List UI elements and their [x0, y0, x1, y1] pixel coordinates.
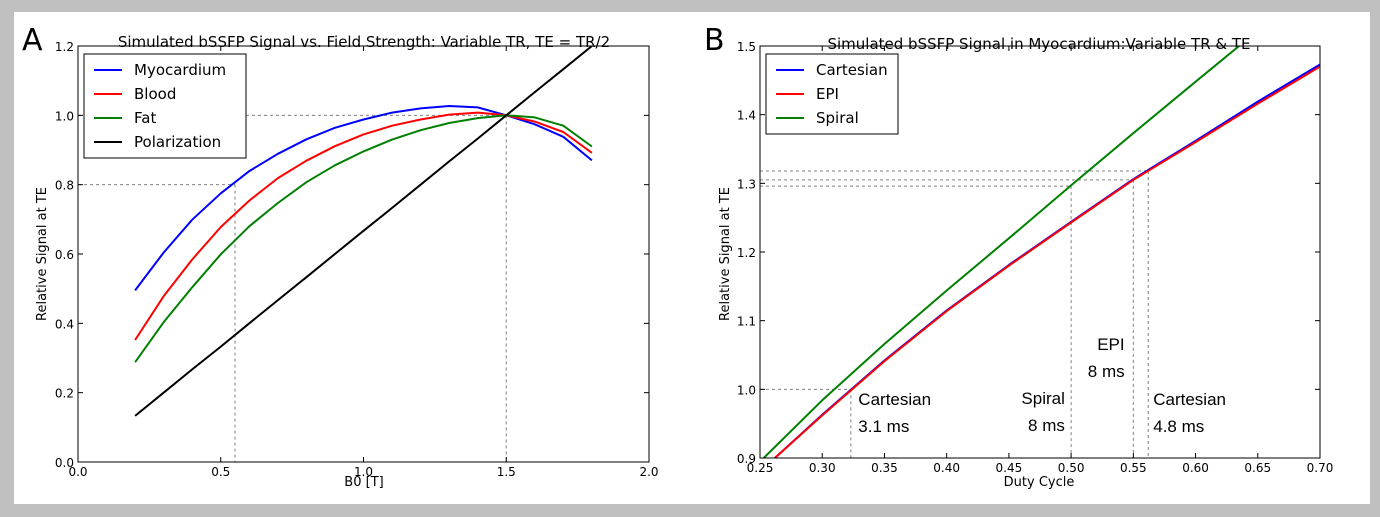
panel-b-ytick-label: 1.4 — [737, 109, 756, 123]
panel-a-legend-label-polarization: Polarization — [134, 133, 221, 151]
panel-a-ticks: 0.0 0.5 1.0 1.5 2.0 0.0 0.2 0.4 0.6 0.8 1.0 1.2 — [55, 40, 659, 479]
panel-b-xlabel: Duty Cycle — [1004, 475, 1075, 490]
panel-a-xlabel: B0 [T] — [344, 475, 383, 490]
panel-a-series-blood — [134, 111, 593, 341]
panel-b-xtick-label: 0.30 — [809, 461, 836, 475]
panel-a-ytick-label: 0.0 — [55, 456, 74, 470]
panel-b-title: Simulated bSSFP Signal in Myocardium:Var… — [827, 35, 1250, 53]
panel-a-ytick-label: 0.8 — [55, 179, 74, 193]
panel-b-xtick-label: 0.45 — [996, 461, 1023, 475]
panel-a-legend-label-myocardium: Myocardium — [134, 61, 226, 79]
panel-b-series — [762, 46, 1320, 458]
panel-b-xtick-label: 0.25 — [747, 461, 774, 475]
panel-a-series-fat — [134, 114, 593, 363]
panel-a-xtick-label: 0.0 — [68, 465, 87, 479]
panel-b-xtick-label: 0.65 — [1244, 461, 1271, 475]
panel-a-xtick-label: 0.5 — [211, 465, 230, 479]
panel-a-ytick-label: 0.4 — [55, 317, 74, 331]
panel-a-legend-label-fat: Fat — [134, 109, 156, 127]
panel-a-ytick-label: 0.6 — [55, 248, 74, 262]
panel-b-ytick-label: 0.9 — [737, 452, 756, 466]
panel-b-ytick-label: 1.2 — [737, 246, 756, 260]
panel-a: A Simulated bSSFP Signal vs. Field Stren… — [22, 23, 659, 490]
panel-a-letter: A — [22, 23, 43, 58]
panel-b-annotation: EPI 8 ms — [1088, 335, 1125, 381]
panel-b-xtick-label: 0.40 — [933, 461, 960, 475]
panel-b-legend: Cartesian EPI Spiral — [765, 53, 899, 135]
panel-b-legend-label-epi: EPI — [816, 85, 839, 103]
panel-a-ytick-label: 0.2 — [55, 387, 74, 401]
panel-b-legend-label-spiral: Spiral — [816, 109, 859, 127]
panel-b-annotation: Cartesian 3.1 ms — [858, 390, 931, 436]
panel-a-legend: Myocardium Blood Fat Polarization — [83, 53, 247, 159]
panel-a-ytick-label: 1.0 — [55, 109, 74, 123]
panel-a-ytick-label: 1.2 — [55, 40, 74, 54]
panel-b-ytick-label: 1.3 — [737, 177, 756, 191]
panel-b-ytick-label: 1.0 — [737, 383, 756, 397]
panel-b-reference-lines — [760, 170, 1149, 458]
panel-a-legend-label-blood: Blood — [134, 85, 176, 103]
panel-a-plot — [78, 46, 593, 462]
panel-a-xtick-label: 1.0 — [354, 465, 373, 479]
panel-b-ytick-label: 1.1 — [737, 315, 756, 329]
panel-b-letter: B — [704, 23, 725, 58]
panel-b-annotations: Cartesian 3.1 ms Spiral 8 ms EPI 8 ms Cartesia… — [858, 335, 1226, 436]
panel-b-xtick-label: 0.50 — [1058, 461, 1085, 475]
panel-a-xtick-label: 2.0 — [639, 465, 658, 479]
panel-b-xtick-label: 0.35 — [871, 461, 898, 475]
panel-a-xtick-label: 1.5 — [497, 465, 516, 479]
panel-b-ticks: 0.25 0.30 0.35 0.40 0.45 0.50 0.55 0.60 0.65 0.70… — [737, 40, 1333, 475]
panel-a-series-polarization — [134, 46, 593, 417]
panel-a-reference-lines — [78, 114, 507, 462]
panel-a-series — [134, 46, 593, 417]
panel-b-xtick-label: 0.60 — [1182, 461, 1209, 475]
panel-b-series-epi — [774, 65, 1320, 458]
panel-b-ylabel: Relative Signal at TE — [718, 187, 733, 321]
panel-b-xtick-label: 0.70 — [1307, 461, 1334, 475]
panel-b-series-spiral — [762, 46, 1240, 458]
panel-b-plot — [760, 46, 1320, 458]
panel-b-annotation: Spiral 8 ms — [1021, 389, 1064, 435]
panel-b-xtick-label: 0.55 — [1120, 461, 1147, 475]
panel-b-annotation: Cartesian 4.8 ms — [1153, 390, 1226, 436]
panel-a-legend-box — [83, 53, 247, 159]
panel-b-legend-label-cartesian: Cartesian — [816, 61, 888, 79]
panel-b-ytick-label: 1.5 — [737, 40, 756, 54]
panel-a-ylabel: Relative Signal at TE — [35, 187, 50, 321]
panel-b: B Simulated bSSFP Signal in Myocardium:V… — [704, 23, 1333, 490]
